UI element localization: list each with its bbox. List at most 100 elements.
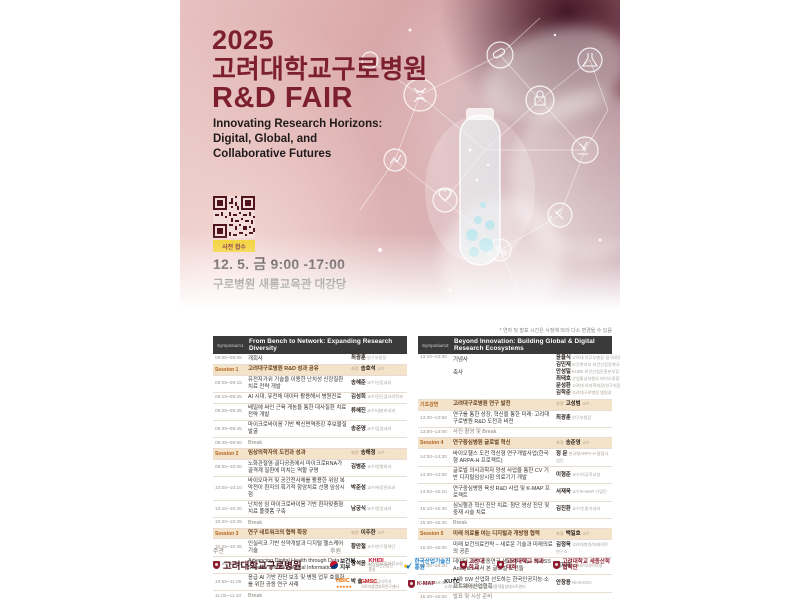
break-cell: Break <box>248 439 263 446</box>
guest-affiliation: 산업통상자원부 바이오융합산업과장 <box>572 376 620 382</box>
molecular-network-illustration <box>359 17 609 296</box>
speaker-cell: 김병준 교수/정형외과 <box>351 464 405 471</box>
speaker-name: 김성희 <box>351 394 366 401</box>
sponsor-logo: 고려대학교 <box>459 559 489 572</box>
talk-title-cell: 유전자가위 기술을 이용한 난치성 신장질환 치료 전략 개발 <box>248 376 344 390</box>
speaker-name: 안창용 <box>556 579 571 586</box>
guest-line: 김민재 보건복지부 보건산업정책국장 <box>556 362 620 369</box>
speaker-name: 이형준 <box>556 471 571 478</box>
time-cell: 16:00~16:20 <box>420 563 447 569</box>
session-title-cell: 연구 네트워크의 협력 확장 <box>248 530 308 537</box>
time-cell: 14:00~14:30 <box>420 455 447 461</box>
sponsor-name: 고려대학교 <box>468 559 485 572</box>
guest-line: 윤을식 고려대 의무부총장 겸 의료원장 <box>556 355 620 362</box>
speaker-cell: 최광훈 연구부원장 <box>351 355 405 362</box>
talk-title-cell: 심뇌혈관 혁신 진단 치료: 첨단 영상 진단 및 중재 시술 치료 <box>453 503 550 516</box>
talk-title-cell: 응급 AI 기반 진단 보조 및 병원 업무 효율화를 위한 공동 연구 사례 <box>248 575 345 589</box>
speaker-name: 박준성 <box>351 484 366 491</box>
table-row: Session 4 연구중심병원 글로벌 혁신 좌장 송준영 교수 <box>418 438 612 450</box>
table-row: 09:45~09:50 Break <box>213 438 407 449</box>
poster-subtitle: Innovating Research Horizons: Digital, G… <box>213 117 382 162</box>
sponsor-logo: 고려대학교 세종산학협력단 <box>553 559 613 571</box>
sponsor-subtext: ★★★★★ <box>336 583 352 589</box>
chair-suffix: 교수 <box>582 439 590 445</box>
speaker-name: 장석윤 <box>351 561 366 568</box>
sponsor-name: KHIDI <box>368 558 384 564</box>
talk-title-cell: 난치성 암 마이크로바이옴 기반 환자맞춤형 치료 플랫폼 구축 <box>248 502 344 516</box>
node-circle <box>403 78 437 112</box>
break-cell: Break <box>248 519 263 526</box>
talk-title-cell: 연구를 통한 성장, 혁신을 통한 미래: 고려대구로병원 R&D 도전과 비전 <box>453 412 550 425</box>
time-cell: 15:30~15:40 <box>420 521 447 527</box>
chair-name: 송해정 <box>360 450 378 457</box>
speaker-cell: 정 문 한국형ARPA-H 통합사업단 <box>556 451 610 465</box>
sponsor-label: 후원 <box>330 549 342 555</box>
speaker-cell: 박준성 교수/위장관외과 <box>351 485 405 492</box>
chair-prefix: 좌장 <box>351 450 359 456</box>
table-row: 09:00~09:05 개회사 최광훈 연구부원장 <box>213 354 407 365</box>
host-name: 고려대학교구로병원 <box>223 561 302 572</box>
speaker-affiliation: 교수/순환기내과 <box>570 506 601 512</box>
shield-icon <box>553 561 561 570</box>
session-label-cell: Session 5 <box>420 531 444 538</box>
session-title-cell: 고려대구로병원 연구 발전 <box>453 401 511 408</box>
chair-cell: 좌장 송준영 교수 <box>556 440 610 447</box>
speaker-name: 김진환 <box>556 506 571 513</box>
chair-cell: 좌장 백일호 교수 <box>556 531 610 538</box>
symposium-title: Beyond Innovation: Building Global & Dig… <box>454 338 595 352</box>
chair-suffix: 교수 <box>582 530 590 536</box>
table-row: 15:40~16:00 미래 보건의료전략 – 새로운 기술과 미래의료의 공존 김… <box>418 540 612 559</box>
shield-icon <box>497 561 505 570</box>
speaker-affiliation: 교수/연구협력단 <box>365 544 396 550</box>
title-fair: R&D FAIR <box>212 82 353 115</box>
time-cell: 16:40~16:50 <box>420 594 447 600</box>
table-row: 14:00~14:30 바이오헬스 도전 혁신형 연구개발사업(한국형 ARPA-… <box>418 449 612 468</box>
talk-title-cell: 바이오마커 및 공간전사체를 활용한 위암 복막전이 환자의 획기적 항암치료 … <box>248 478 345 498</box>
chair-name: 송호석 <box>360 366 378 373</box>
speaker-name: 황만철 <box>351 544 366 551</box>
ceremony-label-cell: 기념사 축사 <box>453 355 556 383</box>
speaker-name: 박 솔 <box>351 578 363 585</box>
chair-name: 백일호 <box>565 530 583 537</box>
sponsor-logo: GMSC 구로의생명과학연구센터 <box>360 579 398 589</box>
table-row: Session 1 고려대구로병원 R&D 성과 공유 좌장 송호석 교수 <box>213 364 407 376</box>
event-poster: 2025 고려대학교구로병원 R&D FAIR Innovating Resea… <box>180 0 620 600</box>
break-cell: Break <box>453 520 468 527</box>
chair-suffix: 교수 <box>377 450 385 456</box>
talk-title-cell: 노화관절염·골다공증에서 마이크로RNA가 골격계 질환에 미치는 역할 규명 <box>248 460 343 474</box>
speaker-cell: 송혜준 교수/신장내과 <box>351 380 405 387</box>
break-cell: 발표 및 시상 준비 <box>453 594 493 600</box>
guest-name: 윤을식 <box>556 355 571 362</box>
ku-shield-icon <box>213 561 220 569</box>
guest-line: 안성일 KHIDI 보건산업진흥본부장 <box>556 369 619 376</box>
table-row: 13:50~14:00 사진 촬영 및 Break <box>418 427 612 439</box>
speaker-affiliation: 고려대병원/미래의학연구소 <box>556 541 608 554</box>
time-cell: 10:55~11:05 <box>215 579 242 585</box>
sponsor-name: 보건복지부 <box>340 559 356 572</box>
qr-code[interactable] <box>213 196 255 238</box>
speaker-cell: 황만철 교수/연구협력단 <box>351 544 405 551</box>
table-row: 09:05~09:15 유전자가위 기술을 이용한 난치성 신장질환 치료 전략 … <box>213 375 407 393</box>
sponsor-text: KHIDI 한국보건산업진흥원 <box>368 558 394 572</box>
speaker-affiliation: 교수/감염내과 <box>365 425 392 431</box>
chart-icon <box>389 154 402 165</box>
speaker-name: 김정욱 <box>556 541 571 548</box>
table-header: Symposium2 Beyond Innovation: Building Gl… <box>418 336 612 354</box>
speaker-name: 정 문 <box>556 450 568 457</box>
time-cell: 09:15~09:25 <box>215 395 242 401</box>
speaker-cell: 김지태 NHIS/빅데이터실 <box>556 563 610 570</box>
speaker-affiliation: 한국형ARPA-H 통합사업단 <box>556 450 609 463</box>
pill-icon <box>492 48 506 59</box>
sponsor-logo: K-MAP <box>407 579 435 588</box>
speaker-name: 류혜진 <box>351 408 366 415</box>
chair-prefix: 좌장 <box>556 530 564 536</box>
speaker-cell: 남궁식 교수/종양내과 <box>351 506 405 513</box>
host-logo: 고려대학교구로병원 <box>213 558 302 572</box>
flask-icon <box>582 53 598 67</box>
time-cell: 09:00~09:05 <box>215 356 242 362</box>
talk-title-cell: Advancing Digital Health through Data Sc… <box>248 558 340 571</box>
table-row: 15:10~15:30 심뇌혈관 혁신 진단 치료: 첨단 영상 진단 및 중재 … <box>418 501 612 519</box>
table-row: 14:30~14:50 글로벌 의사과학자 양성 사업을 통한 CV 기반 디지털… <box>418 467 612 485</box>
table-row: 09:35~09:45 마이크로바이옴 기반 백신면역증강 후보물질 발굴 송준영 … <box>213 420 407 439</box>
speaker-affiliation: NHIS/빅데이터실 <box>570 562 603 568</box>
